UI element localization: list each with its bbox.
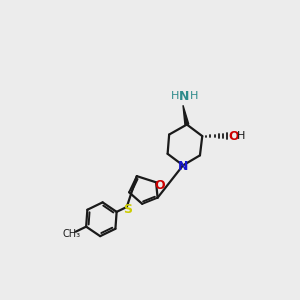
Text: O: O	[154, 179, 165, 192]
Text: H: H	[237, 131, 245, 141]
Polygon shape	[183, 105, 189, 125]
Text: H: H	[190, 91, 198, 101]
Text: H: H	[171, 91, 179, 101]
Text: O: O	[229, 130, 239, 142]
Text: N: N	[178, 160, 188, 172]
Text: CH₃: CH₃	[62, 229, 81, 239]
Text: S: S	[123, 203, 132, 216]
Text: N: N	[179, 90, 190, 103]
